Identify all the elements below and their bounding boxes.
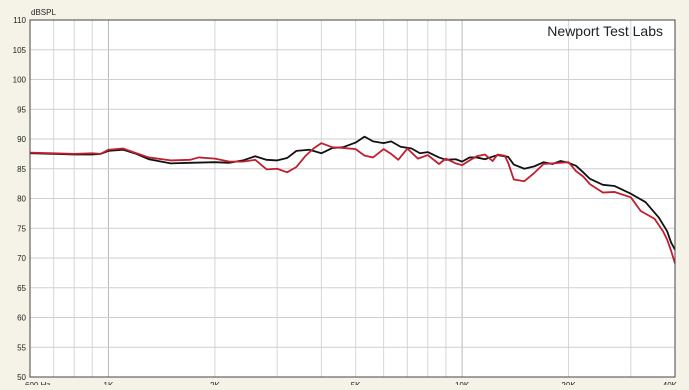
y-tick-label: 55 (17, 343, 26, 352)
y-axis-label: dBSPL (31, 8, 56, 17)
series-layer (29, 135, 676, 264)
y-tick-label: 65 (17, 284, 26, 293)
y-tick-label: 100 (13, 76, 27, 85)
watermark: Newport Test Labs (547, 23, 663, 39)
x-tick-label: 20K (561, 381, 576, 385)
x-tick-label: 1K (104, 381, 114, 385)
series-line-black (29, 135, 676, 251)
y-tick-label: 90 (17, 135, 26, 144)
y-tick-label: 50 (17, 373, 26, 382)
y-tick-label: 80 (17, 195, 26, 204)
y-tick-label: 85 (17, 165, 26, 174)
y-tick-label: 110 (13, 16, 26, 25)
y-tick-label: 75 (17, 224, 26, 233)
x-tick-label: 600 Hz (25, 381, 50, 385)
plot-frame (29, 19, 676, 378)
x-tick-label: 5K (351, 381, 361, 385)
x-tick-label: 2K (210, 381, 220, 385)
x-tick-label: 10K (455, 381, 470, 385)
y-tick-label: 95 (17, 105, 26, 114)
y-tick-label: 70 (17, 254, 26, 263)
series-line-red (29, 142, 676, 264)
y-tick-label: 105 (13, 46, 27, 55)
x-tick-label: 40K (663, 381, 678, 385)
y-tick-label: 60 (17, 314, 26, 323)
